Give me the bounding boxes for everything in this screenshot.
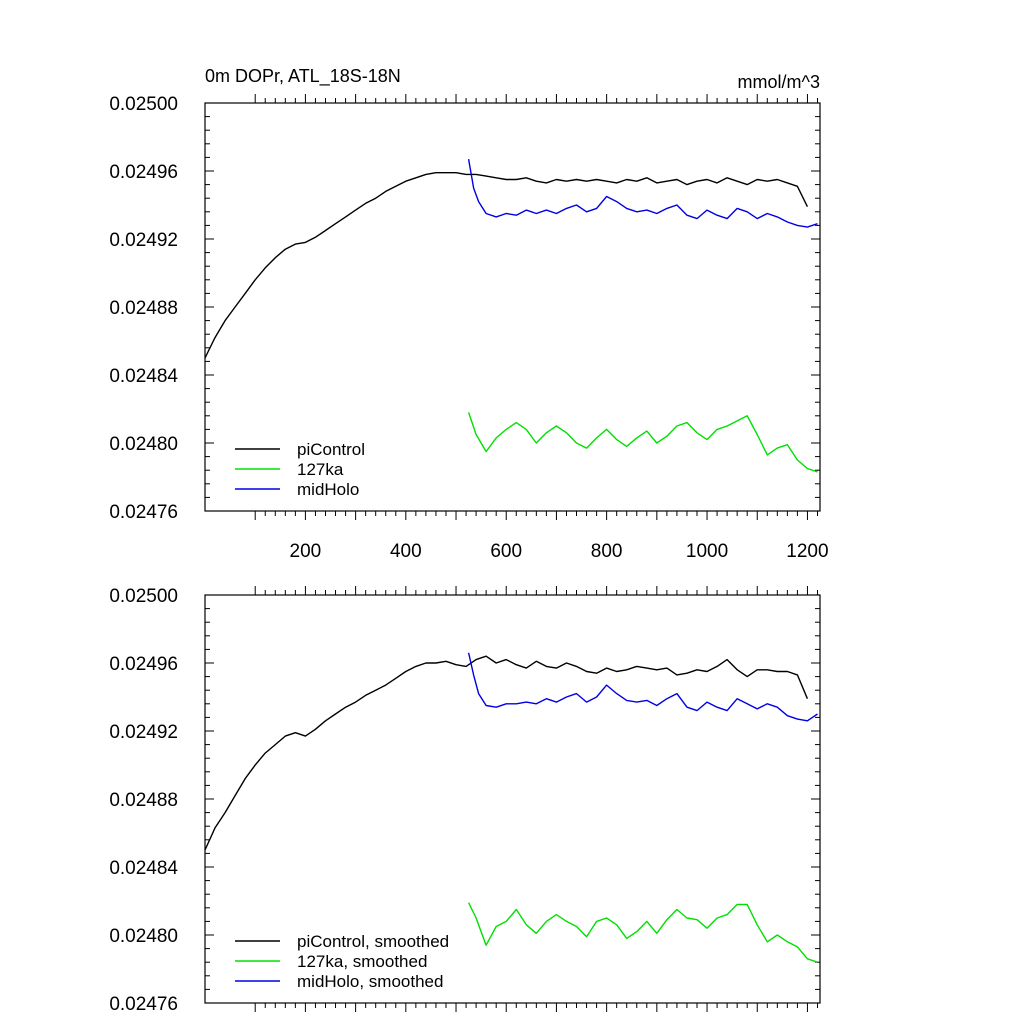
x-tick-label: 1200 [786, 541, 828, 562]
y-tick-label: 0.02496 [109, 162, 178, 183]
bottom-panel: 0.02476 0.02480 0.02484 0.02488 0.02492 0.024… [109, 586, 821, 1015]
series-line-piControl [204, 172, 809, 359]
legend-label-127ka: 127ka [297, 460, 344, 479]
y-tick-label: 0.02496 [109, 654, 178, 675]
series-line-piControl [204, 655, 809, 851]
y-tick-label: 0.02480 [109, 926, 178, 947]
y-tick-label: 0.02480 [109, 434, 178, 455]
legend-label-midHolo: midHolo [297, 480, 359, 499]
x-tick-label: 600 [490, 541, 522, 562]
series-line-127ka [467, 902, 818, 963]
legend-label-midHolo: midHolo, smoothed [297, 972, 443, 991]
legend-label-127ka: 127ka, smoothed [297, 952, 427, 971]
y-tick-label: 0.02492 [109, 230, 178, 251]
x-tick-label: 200 [290, 541, 322, 562]
series-line-midHolo [467, 158, 818, 228]
x-tick-label: 1000 [686, 541, 728, 562]
top-panel: 0.02476 0.02480 0.02484 0.02488 0.02492 0.024… [109, 94, 829, 562]
y-tick-label: 0.02488 [109, 790, 178, 811]
y-tick-label: 0.02492 [109, 722, 178, 743]
y-tick-label: 0.02500 [109, 586, 178, 607]
y-tick-label: 0.02500 [109, 94, 178, 115]
x-tick-label: 800 [591, 541, 623, 562]
y-tick-label: 0.02484 [109, 858, 178, 879]
y-tick-label: 0.02484 [109, 366, 178, 387]
x-tick-label: 400 [390, 541, 422, 562]
series-line-midHolo [467, 652, 818, 722]
figure-title: 0m DOPr, ATL_18S-18N [205, 66, 401, 87]
units-label: mmol/m^3 [738, 72, 820, 92]
legend-label-piControl: piControl, smoothed [297, 932, 449, 951]
legend-label-piControl: piControl [297, 440, 365, 459]
y-tick-label: 0.02476 [109, 994, 178, 1015]
y-tick-label: 0.02476 [109, 502, 178, 523]
y-tick-label: 0.02488 [109, 298, 178, 319]
series-line-127ka [467, 412, 818, 473]
